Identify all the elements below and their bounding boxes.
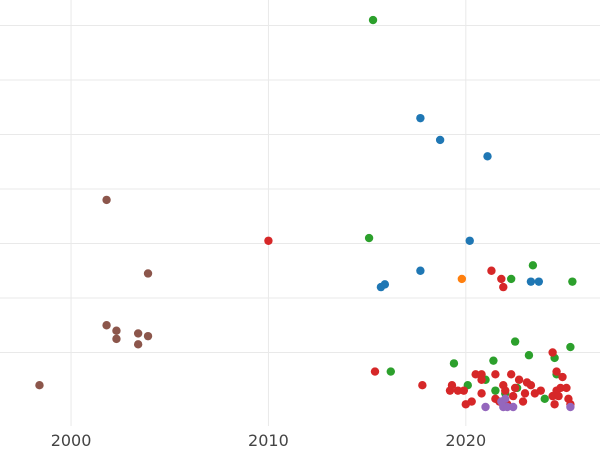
data-point — [435, 135, 445, 145]
data-point — [526, 277, 536, 286]
data-point — [540, 394, 549, 404]
data-point — [566, 402, 575, 412]
data-point — [364, 233, 374, 243]
x-tick-label: 2020 — [445, 431, 486, 450]
data-point — [483, 152, 492, 161]
data-point — [471, 370, 480, 379]
data-point — [112, 326, 121, 335]
data-point — [264, 236, 273, 245]
data-point — [506, 274, 516, 284]
data-point — [514, 375, 524, 384]
data-point — [386, 367, 395, 376]
points-layer — [35, 15, 577, 412]
data-point — [550, 400, 559, 409]
data-point — [102, 321, 111, 330]
data-point — [508, 391, 518, 401]
data-point — [510, 383, 520, 393]
data-point — [453, 386, 463, 395]
data-point — [510, 337, 520, 346]
data-point — [477, 375, 486, 384]
data-point — [447, 381, 457, 390]
data-point — [506, 370, 516, 379]
data-point — [487, 266, 496, 275]
data-point — [143, 269, 153, 278]
data-point — [416, 266, 425, 275]
data-point — [548, 348, 557, 357]
data-point — [489, 356, 498, 365]
data-point — [370, 367, 380, 376]
x-tick-label: 2010 — [248, 431, 289, 450]
data-point — [524, 351, 534, 360]
data-point — [133, 329, 143, 338]
x-tick-labels: 2000 2010 2020 — [51, 431, 486, 450]
data-point — [459, 386, 469, 395]
data-point — [554, 391, 563, 401]
data-point — [449, 359, 459, 368]
data-point — [467, 397, 476, 406]
data-point — [526, 381, 536, 390]
data-point — [518, 397, 528, 406]
data-point — [497, 274, 506, 284]
data-point — [491, 370, 500, 379]
data-point — [562, 383, 571, 393]
data-point — [143, 331, 153, 341]
data-point — [536, 386, 545, 395]
data-point — [457, 274, 467, 284]
data-point — [566, 342, 575, 352]
data-point — [508, 402, 518, 412]
data-point — [481, 402, 490, 412]
data-point — [568, 277, 577, 286]
data-point — [418, 381, 427, 390]
data-point — [380, 280, 390, 289]
data-point — [465, 236, 474, 245]
x-tick-label: 2000 — [51, 431, 92, 450]
data-point — [534, 277, 544, 286]
data-point — [477, 389, 486, 398]
data-point — [102, 195, 111, 205]
data-point — [556, 383, 565, 393]
data-point — [368, 15, 378, 25]
data-point — [501, 394, 510, 404]
data-point — [491, 386, 500, 395]
data-point — [552, 367, 561, 376]
data-point — [133, 340, 143, 349]
data-point — [112, 334, 121, 344]
data-point — [416, 113, 425, 123]
data-point — [499, 282, 508, 292]
data-point — [35, 381, 44, 390]
grid-layer — [0, 0, 600, 426]
data-point — [558, 372, 567, 382]
data-point — [501, 386, 510, 395]
data-point — [520, 389, 530, 398]
data-point — [528, 261, 538, 270]
data-point — [503, 402, 512, 412]
